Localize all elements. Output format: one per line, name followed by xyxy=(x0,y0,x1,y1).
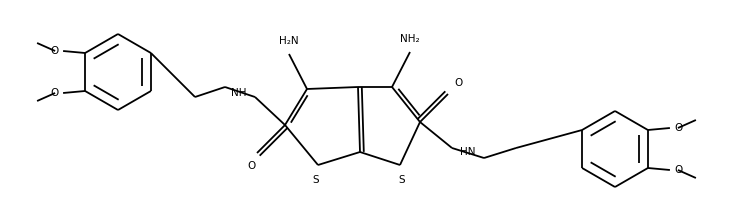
Text: O: O xyxy=(248,161,256,171)
Text: O: O xyxy=(674,165,682,175)
Text: NH₂: NH₂ xyxy=(400,34,420,44)
Text: O: O xyxy=(51,46,59,56)
Text: O: O xyxy=(454,78,462,88)
Text: NH: NH xyxy=(231,88,247,98)
Text: S: S xyxy=(313,175,319,185)
Text: O: O xyxy=(51,88,59,98)
Text: H₂N: H₂N xyxy=(279,36,299,46)
Text: O: O xyxy=(674,123,682,133)
Text: S: S xyxy=(399,175,406,185)
Text: HN: HN xyxy=(460,147,476,157)
